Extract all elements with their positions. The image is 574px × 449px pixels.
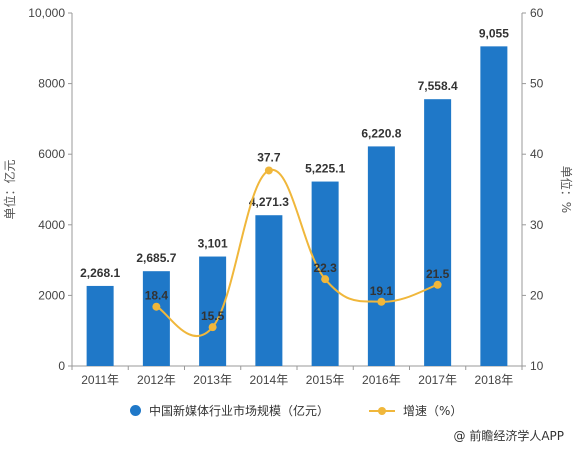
- growth-point: [377, 297, 386, 306]
- growth-value-label: 22.3: [313, 261, 337, 275]
- legend-item-growth: 增速（%）: [369, 402, 462, 419]
- y-tick-label-right: 20: [530, 288, 544, 302]
- y-tick-label-left: 6000: [38, 147, 65, 161]
- bar-value-label: 7,558.4: [418, 79, 458, 93]
- legend-line-label: 增速（%）: [403, 404, 463, 418]
- y-tick-label-left: 0: [58, 359, 65, 373]
- y-tick-label-left: 4000: [38, 218, 65, 232]
- growth-point: [208, 323, 217, 332]
- growth-point: [321, 275, 330, 284]
- bar-value-label: 3,101: [198, 237, 228, 251]
- y-tick-label-right: 10: [530, 359, 544, 373]
- x-tick-label: 2011年: [81, 373, 119, 387]
- y-tick-label-right: 60: [530, 6, 544, 20]
- x-tick-label: 2013年: [193, 373, 232, 387]
- legend-line-swatch: [369, 406, 396, 415]
- bar: [311, 181, 339, 366]
- legend-bar-label: 中国新媒体行业市场规模（亿元）: [149, 404, 330, 418]
- bar: [367, 146, 395, 366]
- bar-value-label: 2,268.1: [80, 266, 120, 280]
- bar-value-label: 2,685.7: [136, 251, 176, 265]
- growth-point: [152, 302, 161, 311]
- bar-value-label: 4,271.3: [249, 195, 289, 209]
- x-tick-label: 2012年: [137, 373, 176, 387]
- growth-value-label: 15.5: [201, 309, 225, 323]
- bar-value-label: 6,220.8: [361, 126, 401, 140]
- x-tick-label: 2016年: [362, 373, 401, 387]
- growth-point: [433, 280, 442, 289]
- bar: [142, 271, 170, 366]
- growth-value-label: 21.5: [426, 267, 450, 281]
- bar-value-label: 5,225.1: [305, 162, 345, 176]
- bar: [255, 215, 283, 366]
- growth-value-label: 18.4: [145, 289, 169, 303]
- growth-point: [264, 166, 273, 175]
- bar: [86, 285, 114, 366]
- bar-value-label: 9,055: [479, 26, 509, 40]
- source-note: @ 前瞻经济学人APP: [453, 429, 565, 443]
- legend-item-market-size: 中国新媒体行业市场规模（亿元）: [130, 402, 329, 419]
- y-tick-label-right: 50: [530, 77, 544, 91]
- x-tick-label: 2015年: [306, 373, 345, 387]
- bar: [480, 46, 508, 367]
- legend-bar-swatch: [130, 405, 141, 416]
- y-tick-label-right: 40: [530, 147, 544, 161]
- growth-value-label: 37.7: [257, 150, 281, 164]
- y-tick-label-right: 30: [530, 218, 544, 232]
- legend: 中国新媒体行业市场规模（亿元） 增速（%）: [130, 402, 502, 419]
- bar: [424, 99, 452, 366]
- y-tick-label-left: 2000: [38, 288, 65, 302]
- x-tick-label: 2018年: [475, 373, 514, 387]
- y-axis-title-right: 单位：%: [559, 166, 574, 213]
- x-tick-label: 2017年: [418, 373, 457, 387]
- growth-value-label: 19.1: [370, 284, 394, 298]
- growth-line: [155, 168, 438, 337]
- x-tick-label: 2014年: [250, 373, 289, 387]
- y-tick-label-left: 8000: [38, 77, 65, 91]
- y-axis-title-left: 单位：亿元: [2, 159, 17, 219]
- y-tick-label-left: 10,000: [28, 6, 65, 20]
